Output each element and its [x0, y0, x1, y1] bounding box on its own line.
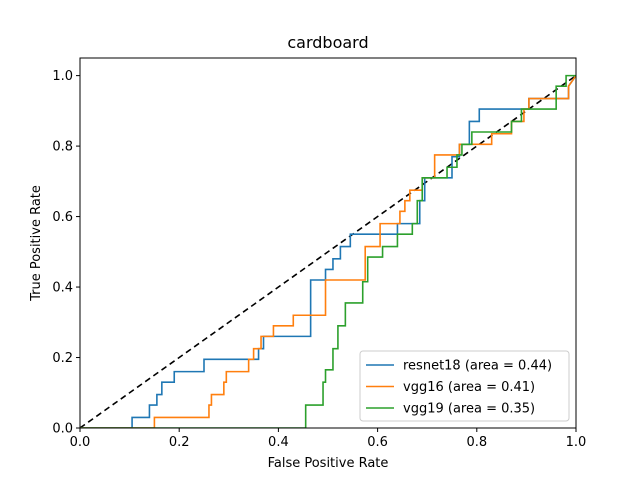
x-tick-label: 0.4: [268, 435, 289, 450]
x-tick-label: 0.2: [169, 435, 190, 450]
chart-title: cardboard: [287, 33, 368, 52]
plot-area: [80, 74, 576, 428]
x-tick-label: 0.8: [466, 435, 487, 450]
x-tick-label: 1.0: [566, 435, 587, 450]
y-tick-label: 0.8: [52, 140, 73, 155]
legend-label-1: vgg16 (area = 0.41): [403, 380, 535, 395]
y-tick-label: 0.0: [52, 422, 73, 437]
legend-label-2: vgg19 (area = 0.35): [403, 402, 535, 417]
roc-curve-0: [80, 75, 576, 428]
x-tick-label: 0.6: [367, 435, 388, 450]
axes-frame: [79, 57, 577, 429]
legend-box: [359, 350, 570, 422]
legend-label-0: resnet18 (area = 0.44): [403, 359, 552, 374]
x-tick-label: 0.0: [70, 435, 91, 450]
roc-curve-1: [80, 75, 576, 428]
roc-curve-2: [80, 74, 576, 428]
y-tick-label: 0.6: [52, 210, 73, 225]
chance-diagonal-line: [80, 74, 576, 428]
axis-ticks: 0.0 0.2 0.4 0.6 0.8 1.0 0.0 0.2 0.4 0.6 0.8 1.0: [52, 69, 586, 450]
legend: resnet18 (area = 0.44) vgg16 (area = 0.41…: [359, 350, 570, 422]
y-tick-label: 1.0: [52, 69, 73, 84]
y-tick-label: 0.2: [52, 351, 73, 366]
x-axis-label: False Positive Rate: [268, 456, 389, 471]
y-axis-label: True Positive Rate: [29, 185, 44, 302]
y-tick-label: 0.4: [52, 281, 73, 296]
